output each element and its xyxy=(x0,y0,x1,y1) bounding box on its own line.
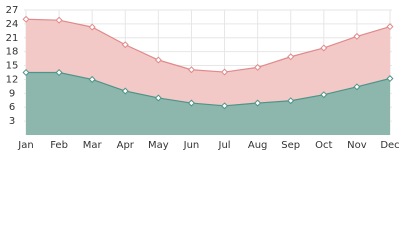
point-marker xyxy=(187,99,195,107)
x-tick-label: Oct xyxy=(315,140,332,150)
y-tick-label: 6 xyxy=(9,102,15,113)
point-marker xyxy=(187,66,195,74)
point-marker xyxy=(55,68,63,77)
x-tick-label: Aug xyxy=(248,140,268,150)
y-tick-label: 24 xyxy=(6,19,19,30)
point-marker xyxy=(154,94,162,102)
point-marker xyxy=(353,32,361,40)
chart: 3 6 9 12 15 18 21 24 27 Jan Feb Mar Apr May Jun Jul Aug S… xyxy=(6,5,400,150)
y-tick-label: 18 xyxy=(6,47,19,58)
y-tick-label: 27 xyxy=(6,5,19,16)
y-tick-label: 21 xyxy=(6,33,19,44)
point-marker xyxy=(221,68,229,76)
point-marker xyxy=(254,63,262,71)
x-tick-label: Jun xyxy=(183,140,200,150)
x-tick-label: Mar xyxy=(83,140,103,150)
y-tick-label: 9 xyxy=(9,88,15,99)
x-tick-label: Sep xyxy=(281,140,300,150)
x-tick-label: Dec xyxy=(380,140,399,150)
point-marker xyxy=(55,16,63,24)
x-tick-label: Apr xyxy=(117,140,135,150)
point-marker xyxy=(22,15,30,23)
y-tick-label: 12 xyxy=(6,74,19,85)
x-tick-label: May xyxy=(148,140,169,150)
x-tick-label: Feb xyxy=(50,140,68,150)
point-marker xyxy=(320,91,328,99)
x-tick-label: Jan xyxy=(17,140,33,150)
point-marker xyxy=(154,56,162,64)
point-marker xyxy=(88,75,96,83)
x-tick-label: Jul xyxy=(218,140,231,150)
point-marker xyxy=(386,75,394,83)
point-marker xyxy=(121,41,129,49)
point-marker xyxy=(88,23,96,31)
point-marker xyxy=(254,99,262,107)
x-tick-label: Nov xyxy=(347,140,367,150)
point-marker xyxy=(287,97,295,105)
area-line xyxy=(25,18,391,73)
area-line xyxy=(26,71,391,107)
point-marker xyxy=(353,83,361,91)
point-marker xyxy=(121,87,129,95)
point-marker xyxy=(287,53,295,61)
y-tick-label: 3 xyxy=(9,116,15,127)
point-marker xyxy=(320,44,328,52)
point-marker xyxy=(221,102,229,110)
point-marker xyxy=(386,23,394,31)
point-marker xyxy=(22,68,30,77)
y-tick-label: 15 xyxy=(6,61,19,72)
